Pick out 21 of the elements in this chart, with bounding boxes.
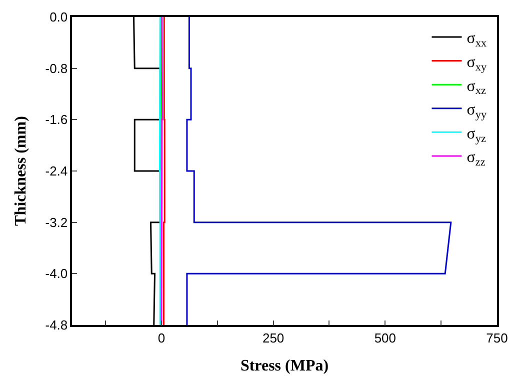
y-tick-label: -4.0 (45, 266, 68, 282)
legend-label: σ$_{xz}$ (466, 78, 486, 98)
legend-label: σ$_{yz}$ (466, 125, 486, 145)
line-series (186, 17, 452, 325)
legend-label: σ$_{zz}$ (466, 149, 486, 169)
x-tick-label: 250 (262, 330, 284, 346)
x-tick-label: 0 (158, 330, 166, 346)
y-tick-label: -1.6 (45, 112, 68, 128)
x-tick-label: 500 (374, 330, 396, 346)
legend-label: σ$_{xx}$ (466, 30, 487, 50)
x-axis-title: Stress (MPa) (240, 358, 329, 375)
legend-label: σ$_{xy}$ (466, 54, 487, 74)
y-tick-label: 0.0 (50, 10, 68, 25)
y-tick-label: -0.8 (45, 60, 68, 76)
y-tick-label: -2.4 (45, 164, 68, 179)
y-tick-label: -4.8 (45, 318, 68, 333)
legend-label: σ$_{yy}$ (466, 102, 487, 121)
y-tick-label: -3.2 (45, 214, 68, 230)
x-tick-label: 750 (486, 330, 508, 346)
line-series (162, 17, 166, 325)
y-axis-title: Thickness (mm) (12, 116, 30, 226)
